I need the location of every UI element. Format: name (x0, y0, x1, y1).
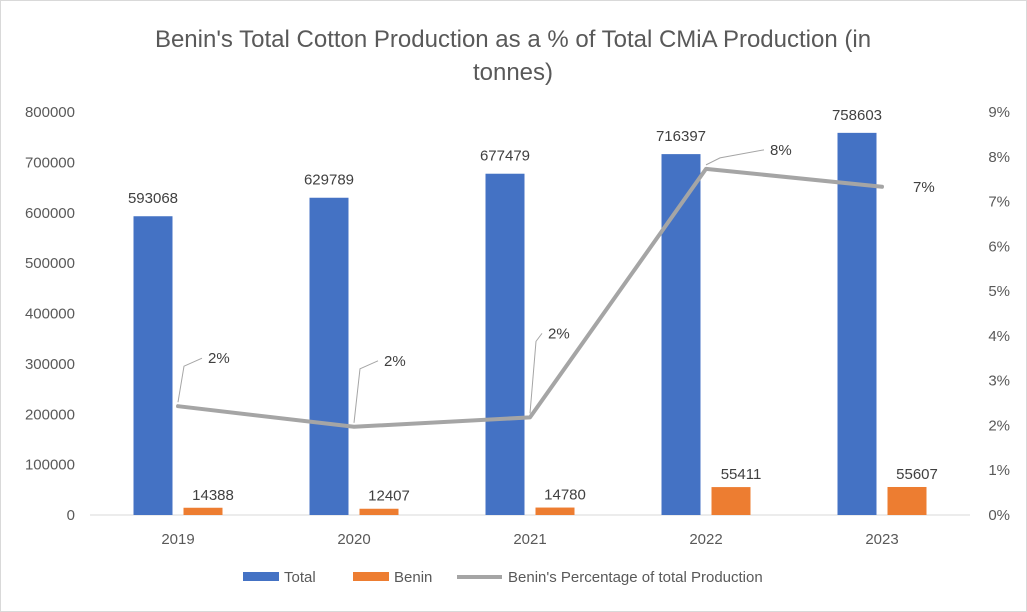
left-axis-tick-label: 200000 (25, 406, 75, 423)
percentage-leader-line (353, 360, 379, 423)
percentage-leader-line (177, 357, 203, 403)
total-data-label: 677479 (480, 148, 530, 165)
data-labels: 593068 629789 677479 716397 758603 14388 12407… (128, 107, 938, 505)
total-data-label: 629789 (304, 172, 354, 189)
x-axis-tick-label: 2021 (513, 531, 546, 548)
total-bar (485, 173, 525, 515)
left-axis-tick-label: 700000 (25, 154, 75, 171)
left-axis-tick-label: 100000 (25, 457, 75, 474)
legend-swatch (353, 572, 389, 581)
left-axis-tick-label: 300000 (25, 356, 75, 373)
total-bar (133, 216, 173, 515)
right-axis-tick-label: 8% (988, 149, 1010, 166)
percentage-series-line (176, 166, 884, 429)
benin-bar (535, 507, 575, 515)
left-axis-tick-label: 500000 (25, 255, 75, 272)
benin-data-label: 55411 (721, 466, 762, 483)
right-axis-tick-label: 6% (988, 238, 1010, 255)
legend-label: Benin's Percentage of total Production (508, 569, 763, 586)
right-axis-tick-label: 5% (988, 283, 1010, 300)
left-axis-tick-label: 0 (67, 507, 75, 524)
total-bar (661, 154, 701, 516)
chart-title-line-2: tonnes) (473, 59, 553, 86)
x-axis-tick-label: 2023 (865, 531, 898, 548)
legend: Total Benin Benin's Percentage of total Pr… (243, 569, 763, 586)
benin-bar (359, 508, 399, 515)
right-axis-tick-label: 2% (988, 417, 1010, 434)
percentage-data-label: 7% (913, 179, 935, 196)
total-data-label: 716397 (656, 128, 706, 145)
left-axis-tick-label: 800000 (25, 104, 75, 121)
bars (133, 132, 927, 516)
legend-label: Benin (394, 569, 432, 586)
benin-bar (711, 487, 751, 515)
percentage-line (176, 166, 884, 429)
chart-title-line-1: Benin's Total Cotton Production as a % o… (155, 26, 871, 53)
benin-bar (183, 507, 223, 515)
x-axis-tick-label: 2022 (689, 531, 722, 548)
percentage-data-label: 8% (770, 142, 792, 159)
percentage-data-label: 2% (548, 325, 570, 342)
right-axis-tick-label: 4% (988, 328, 1010, 345)
benin-bar (887, 486, 927, 515)
x-axis-tick-label: 2019 (161, 531, 194, 548)
x-axis-tick-label: 2020 (337, 531, 370, 548)
right-axis-tick-label: 1% (988, 462, 1010, 479)
percentage-data-label: 2% (208, 350, 230, 367)
total-data-label: 593068 (128, 190, 178, 207)
percentage-leader-line (705, 149, 765, 166)
percentage-leader-line (529, 333, 543, 414)
total-bar (837, 132, 877, 515)
benin-data-label: 55607 (896, 466, 938, 483)
benin-data-label: 14780 (544, 487, 586, 504)
percentage-data-label: 2% (384, 353, 406, 370)
left-axis-tick-label: 600000 (25, 205, 75, 222)
right-axis-tick-label: 7% (988, 194, 1010, 211)
left-axis-tick-label: 400000 (25, 306, 75, 323)
right-axis-tick-label: 0% (988, 507, 1010, 524)
axes: 0 100000 200000 300000 400000 500000 600000 700… (25, 104, 1010, 548)
right-axis-tick-label: 9% (988, 104, 1010, 121)
legend-label: Total (284, 569, 316, 586)
total-data-label: 758603 (832, 107, 882, 124)
legend-swatch (243, 572, 279, 581)
right-axis-tick-label: 3% (988, 373, 1010, 390)
benin-data-label: 14388 (192, 487, 234, 504)
total-bar (309, 197, 349, 516)
benin-data-label: 12407 (368, 488, 410, 505)
